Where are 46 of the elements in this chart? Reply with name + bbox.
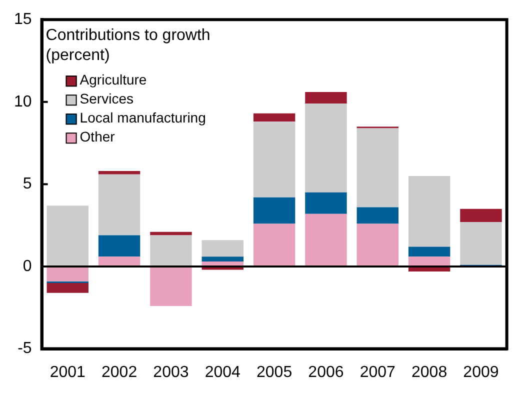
- x-tick-label: 2008: [412, 364, 448, 381]
- x-tick-label: 2005: [256, 364, 292, 381]
- x-tick-label: 2006: [308, 364, 344, 381]
- legend-label: Other: [80, 128, 116, 144]
- bar: [202, 256, 244, 262]
- bar: [46, 206, 88, 266]
- bar: [98, 174, 140, 236]
- x-tick-label: 2002: [102, 364, 138, 381]
- y-tick-label: 5: [22, 176, 32, 193]
- bar: [356, 128, 399, 208]
- bar: [356, 207, 399, 224]
- text: Contributions to growth (percent): [46, 27, 210, 64]
- bar: [408, 256, 450, 266]
- bar: [46, 282, 88, 293]
- y-tick-label: 0: [22, 258, 32, 275]
- bar: [305, 92, 347, 104]
- bar: [150, 235, 192, 266]
- bar: [460, 208, 502, 222]
- y-tick-label: 15: [14, 11, 32, 28]
- bar: [408, 246, 450, 257]
- x-tick-label: 2003: [153, 364, 189, 381]
- bar: [305, 214, 347, 266]
- bar: [46, 266, 88, 282]
- legend-label: Services: [80, 90, 134, 106]
- bar: [356, 224, 399, 266]
- bar: [202, 240, 244, 257]
- legend-label: Agriculture: [80, 71, 147, 88]
- y-tick-label: -5: [18, 340, 32, 358]
- bar: [408, 176, 450, 247]
- bar: [98, 235, 140, 257]
- bar: [98, 171, 140, 174]
- x-tick-label: 2001: [50, 364, 86, 381]
- x-tick-label: 2007: [360, 364, 396, 381]
- bar: [305, 104, 347, 192]
- bar: [150, 266, 192, 306]
- bar: [253, 113, 296, 122]
- bar: [253, 197, 296, 224]
- bar: [150, 232, 192, 236]
- legend-label: Local manufacturing: [80, 109, 206, 126]
- bar: [460, 222, 502, 265]
- bar: [253, 224, 296, 266]
- x-tick-label: 2009: [463, 364, 499, 381]
- x-tick-label: 2004: [204, 364, 241, 381]
- bar: [305, 192, 347, 214]
- y-tick-label: 10: [14, 93, 32, 110]
- bar: [253, 122, 296, 198]
